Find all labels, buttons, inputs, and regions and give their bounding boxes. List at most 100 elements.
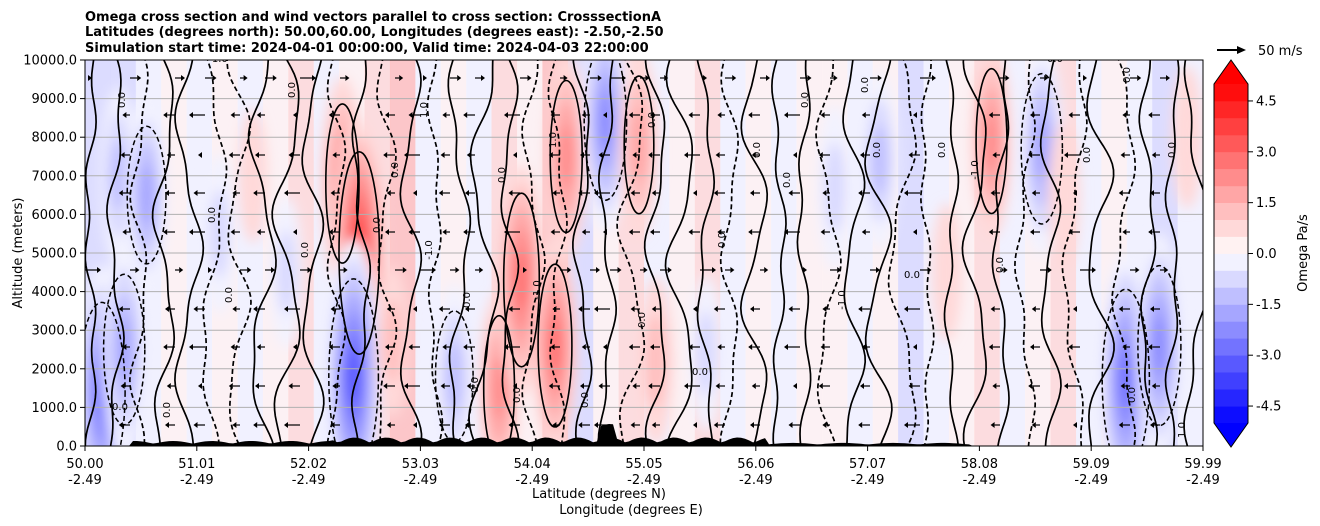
- contour-label: 0.0: [692, 367, 708, 378]
- terrain-silhouette: [85, 424, 1203, 446]
- title-line-2: Latitudes (degrees north): 50.00,60.00, …: [85, 25, 664, 40]
- wind-vector: [300, 267, 312, 273]
- wind-vector: [198, 152, 202, 158]
- wind-vector: [581, 344, 590, 350]
- wind-vector: [253, 190, 265, 196]
- omega-contour: [1183, 60, 1203, 446]
- wind-vector: [717, 229, 725, 235]
- contour-label: 0.0: [647, 112, 658, 128]
- wind-vector: [189, 344, 205, 350]
- colorbar-segment: [1214, 236, 1248, 254]
- omega-cell: [630, 108, 648, 182]
- omega-cell: [824, 142, 845, 233]
- colorbar-tick-label: -3.0: [1256, 349, 1281, 364]
- wind-vector: [632, 383, 640, 389]
- wind-vector: [1160, 267, 1169, 273]
- wind-vector: [463, 229, 475, 235]
- colorbar-segment: [1214, 406, 1248, 424]
- x-tick-label-lat: 56.06: [737, 457, 774, 472]
- wind-vector: [523, 267, 527, 273]
- wind-vector: [413, 422, 417, 428]
- wind-vector: [120, 152, 130, 158]
- wind-vector: [990, 422, 1000, 428]
- wind-vector: [630, 306, 640, 312]
- wind-vector: [1031, 306, 1040, 312]
- wind-vector: [332, 383, 340, 389]
- wind-vector: [594, 190, 610, 196]
- title-line-3: Simulation start time: 2024-04-01 00:00:…: [85, 41, 649, 56]
- colorbar-segment: [1214, 185, 1248, 203]
- wind-vector: [228, 383, 240, 389]
- wind-vector: [385, 229, 395, 235]
- wind-vector: [475, 75, 485, 81]
- wind-vector: [820, 112, 830, 118]
- wind-vector: [166, 383, 175, 389]
- contour-label: 0.0: [207, 207, 218, 223]
- wind-vector: [920, 75, 936, 81]
- x-tick-label-lon: -2.49: [627, 473, 661, 488]
- wind-vector: [750, 190, 760, 196]
- colorbar-segment: [1214, 270, 1248, 288]
- wind-vector: [475, 267, 484, 273]
- negative-omega-contour: [326, 60, 347, 446]
- colorbar-segment: [1214, 321, 1248, 339]
- wind-vector: [650, 229, 660, 235]
- wind-vector: [1151, 152, 1160, 158]
- wind-vector: [193, 306, 205, 312]
- colorbar-segment: [1214, 202, 1248, 220]
- contour-label: 0.0: [860, 77, 871, 93]
- wind-vector: [504, 112, 520, 118]
- y-tick: 10000.0: [23, 54, 85, 69]
- wind-vector: [610, 267, 622, 273]
- omega-contour: [324, 103, 360, 264]
- wind-vector: [438, 190, 450, 196]
- colorbar-tick: -4.5: [1248, 400, 1281, 415]
- wind-vector: [581, 112, 590, 118]
- wind-vector: [858, 306, 870, 312]
- wind-vector: [165, 306, 175, 312]
- wind-vector: [1068, 344, 1080, 350]
- wind-vector: [648, 152, 660, 158]
- colorbar-extend-min: [1214, 423, 1248, 447]
- wind-vector: [784, 229, 800, 235]
- x-tick-label-lon: -2.49: [1074, 473, 1108, 488]
- omega-contour: [537, 263, 573, 428]
- wind-vector: [395, 267, 407, 273]
- omega-contour: [151, 60, 176, 446]
- wind-vector: [788, 422, 800, 428]
- negative-omega-contour: [226, 60, 252, 446]
- negative-omega-contour: [1111, 60, 1137, 446]
- wind-vector: [423, 75, 427, 81]
- x-tick-label-lat: 59.99: [1184, 457, 1221, 472]
- negative-omega-contour: [85, 301, 126, 446]
- wind-vector: [760, 267, 769, 273]
- wind-vector: [442, 229, 450, 235]
- omega-contour: [643, 60, 666, 446]
- wind-vector: [988, 229, 1000, 235]
- wind-vector: [1118, 306, 1130, 312]
- wind-vector: [404, 152, 420, 158]
- x-tick: 54.04-2.49: [514, 446, 551, 488]
- wind-vector: [594, 306, 610, 312]
- colorbar-segment: [1214, 134, 1248, 153]
- wind-vector: [332, 152, 340, 158]
- omega-contour: [842, 60, 867, 446]
- wind-vector: [628, 112, 640, 118]
- x-tick-label-lon: -2.49: [963, 473, 997, 488]
- wind-vector: [230, 344, 240, 350]
- wind-vector: [450, 75, 462, 81]
- wind-vector: [1000, 267, 1008, 273]
- omega-contour: [572, 60, 593, 446]
- wind-vector: [830, 267, 842, 273]
- omega-contour: [739, 60, 769, 446]
- x-tick-label-lon: -2.49: [739, 473, 773, 488]
- omega-cell: [347, 350, 361, 403]
- wind-vector: [1073, 190, 1077, 196]
- wind-vector: [513, 383, 517, 389]
- y-tick: 8000.0: [32, 131, 85, 146]
- wind-vector: [713, 422, 725, 428]
- wind-vector: [904, 422, 920, 428]
- wind-vector: [466, 383, 475, 389]
- wind-vector: [725, 75, 737, 81]
- omega-cell: [871, 125, 888, 196]
